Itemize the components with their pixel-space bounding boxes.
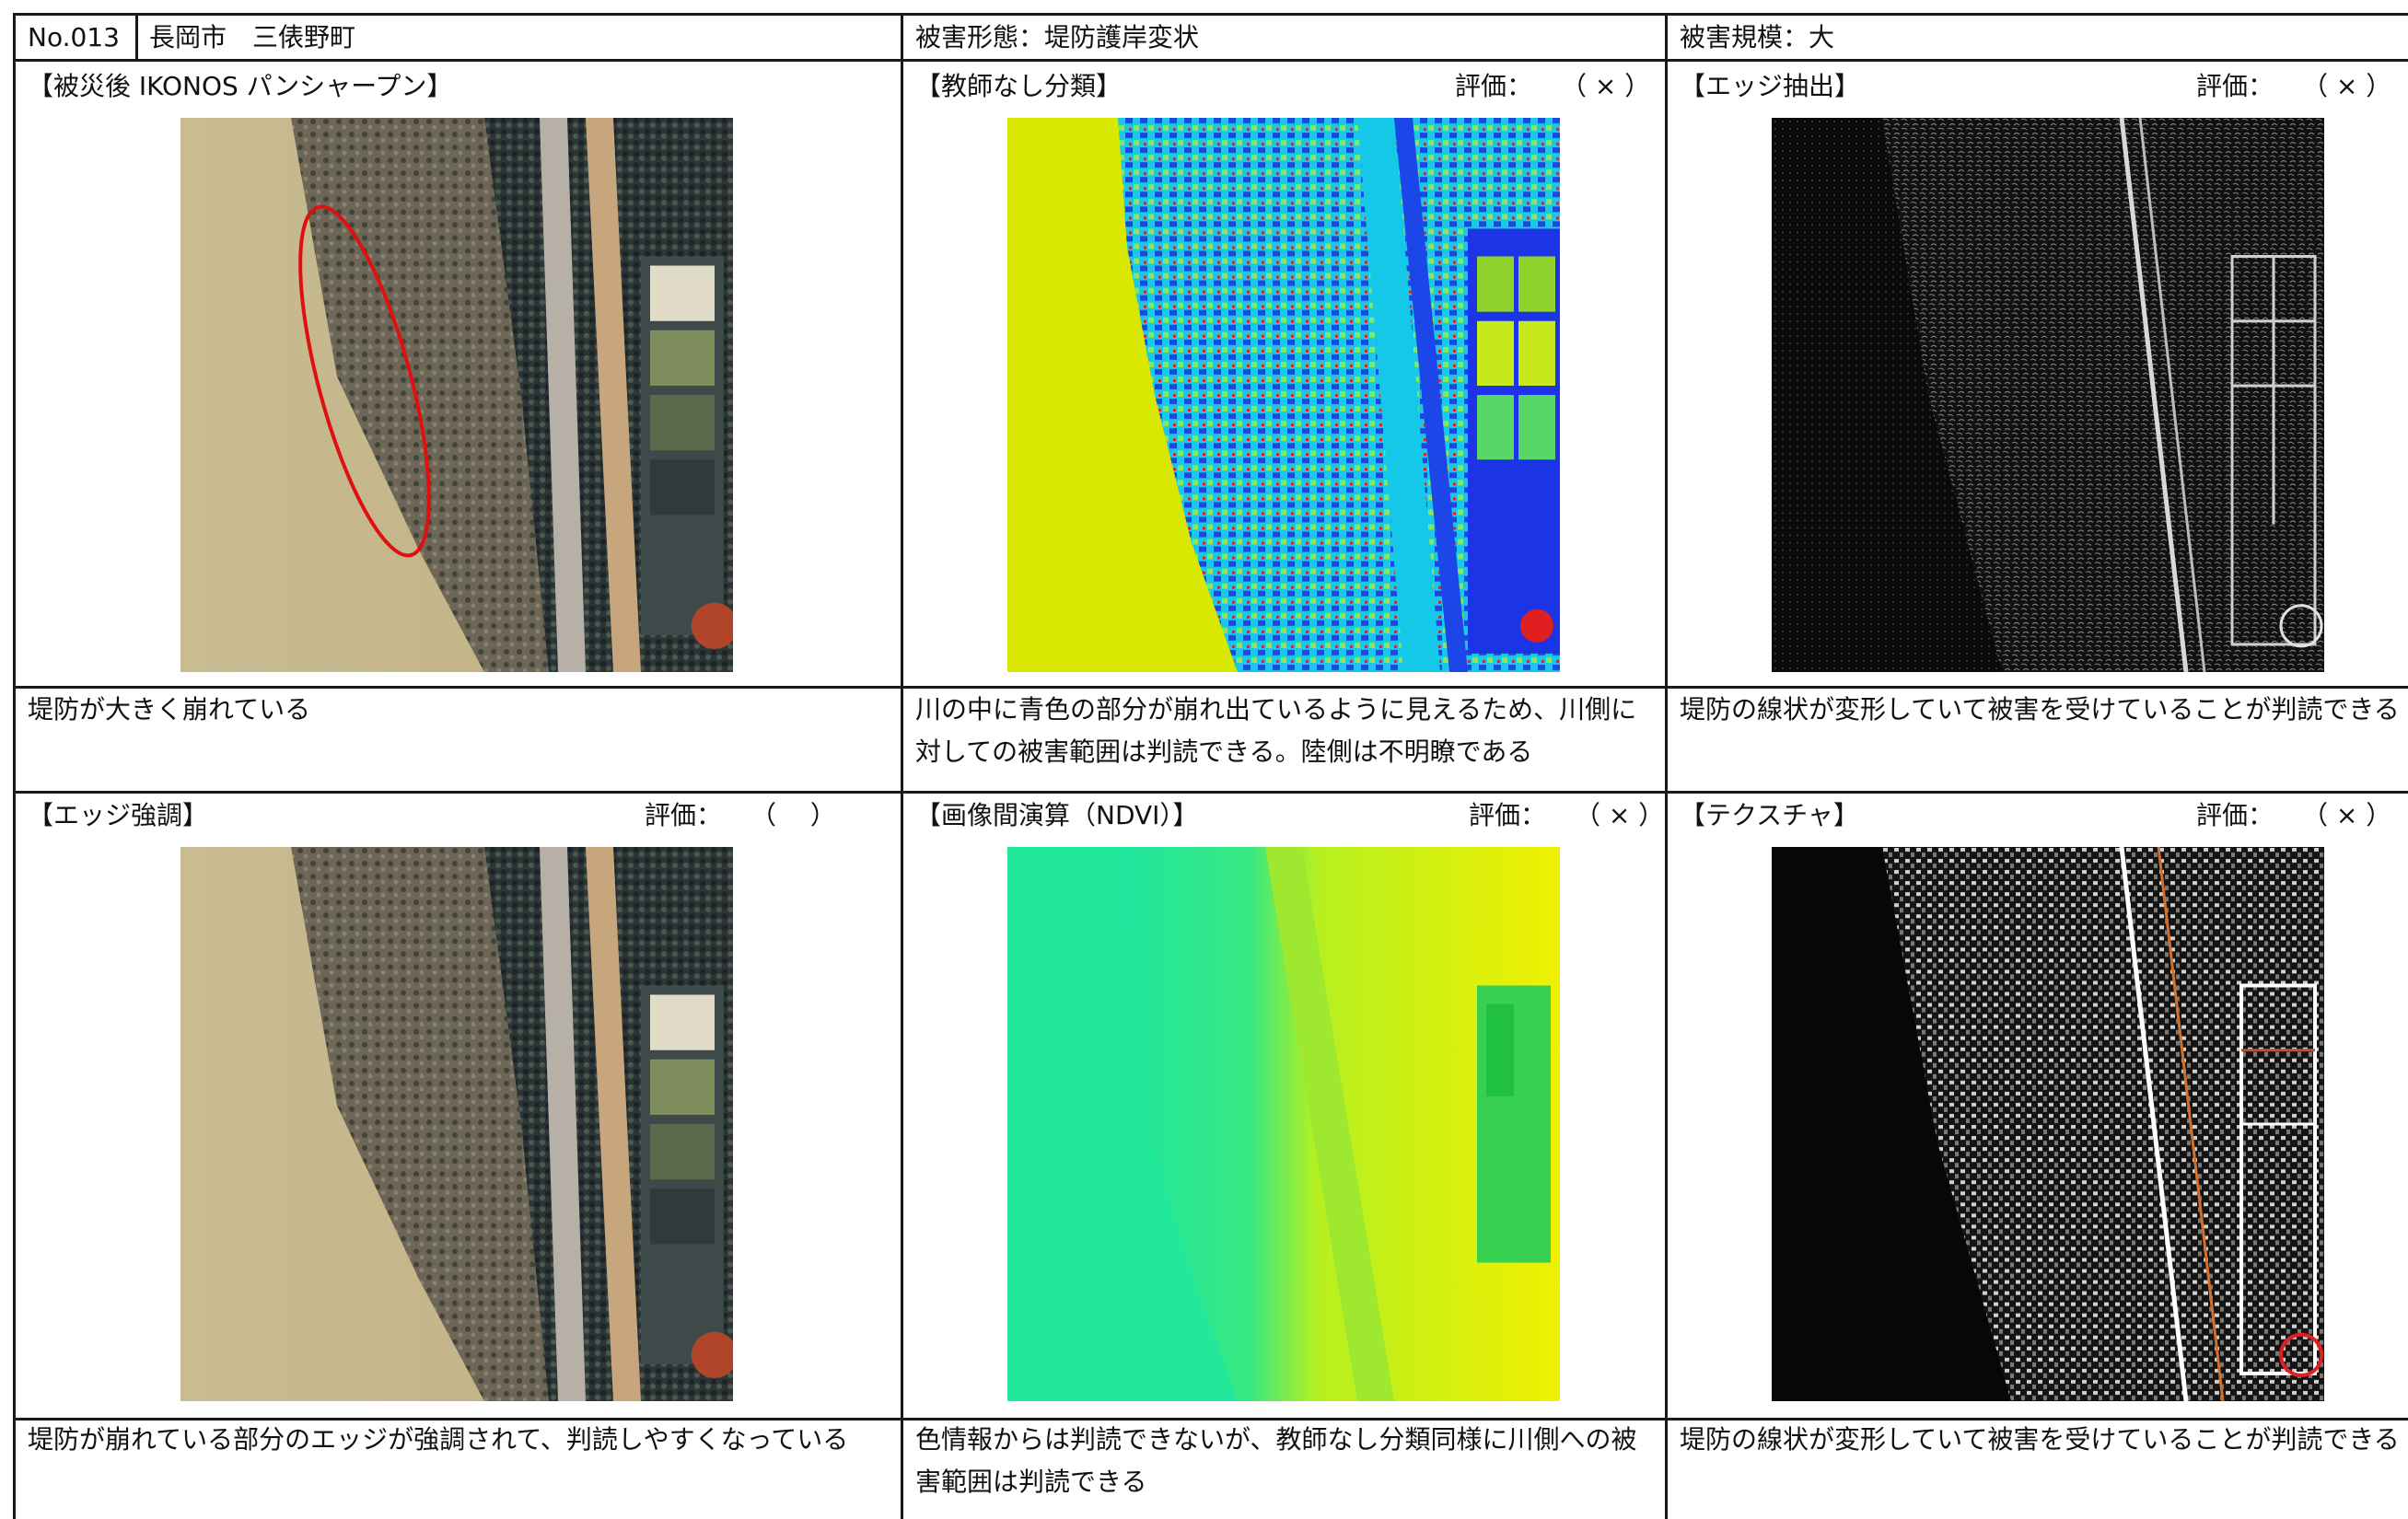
image-edge-extraction bbox=[1772, 118, 2324, 672]
record-number: No.013 bbox=[28, 22, 120, 52]
damage-scale-label: 被害規模：大 bbox=[1680, 22, 1835, 52]
eval-label-edge-extract: 評価： bbox=[2196, 71, 2274, 101]
caption-ndvi: 色情報からは判読できないが、教師なし分類同様に川側への被害範囲は判読できる bbox=[915, 1424, 1637, 1497]
eval-value-edge-enhance: （ ） bbox=[750, 800, 836, 830]
panel-title-ndvi: 【画像間演算（NDVI）】 bbox=[915, 800, 1199, 830]
damage-type-label: 被害形態：堤防護岸変状 bbox=[915, 22, 1200, 52]
caption-unsupervised: 川の中に青色の部分が崩れ出ているように見えるため、川側に対しての被害範囲は判読で… bbox=[915, 694, 1637, 767]
eval-label-edge-enhance: 評価： bbox=[645, 800, 723, 830]
panel-title-pansharpen: 【被災後 IKONOS パンシャープン】 bbox=[28, 71, 453, 101]
panel-title-edge-extract: 【エッジ抽出】 bbox=[1680, 71, 1861, 101]
location-label: 長岡市 三俵野町 bbox=[149, 22, 356, 52]
eval-value-texture: （ × ） bbox=[2302, 800, 2392, 830]
grid-line-top bbox=[13, 13, 2408, 16]
grid-line-col2 bbox=[1665, 13, 1668, 1519]
image-ndvi bbox=[1007, 847, 1560, 1401]
caption-edge-extract: 堤防の線状が変形していて被害を受けていることが判読できる bbox=[1680, 694, 2400, 725]
grid-line-row1-image bbox=[13, 686, 2408, 689]
grid-line-col1 bbox=[901, 13, 903, 1519]
panel-title-unsupervised: 【教師なし分類】 bbox=[915, 71, 1123, 101]
caption-texture: 堤防の線状が変形していて被害を受けていることが判読できる bbox=[1680, 1424, 2400, 1455]
panel-title-edge-enhance: 【エッジ強調】 bbox=[28, 800, 209, 830]
grid-line-row2-image bbox=[13, 1418, 2408, 1420]
grid-line-row1-caption bbox=[13, 791, 2408, 794]
grid-line-header bbox=[13, 59, 2408, 62]
report-sheet bbox=[13, 13, 2408, 1519]
caption-edge-enhance: 堤防が崩れている部分のエッジが強調されて、判読しやすくなっている bbox=[28, 1424, 849, 1455]
eval-value-ndvi: （ × ） bbox=[1575, 800, 1665, 830]
eval-value-edge-extract: （ × ） bbox=[2302, 71, 2392, 101]
eval-label-texture: 評価： bbox=[2196, 800, 2274, 830]
image-edge-enhance bbox=[180, 847, 733, 1401]
grid-line-number bbox=[135, 13, 138, 59]
caption-pansharpen: 堤防が大きく崩れている bbox=[28, 694, 311, 725]
panel-title-texture: 【テクスチャ】 bbox=[1680, 800, 1859, 830]
image-texture bbox=[1772, 847, 2324, 1401]
eval-label-ndvi: 評価： bbox=[1469, 800, 1547, 830]
eval-value-unsupervised: （ × ） bbox=[1561, 71, 1651, 101]
eval-label-unsupervised: 評価： bbox=[1455, 71, 1533, 101]
grid-line-left bbox=[13, 13, 16, 1519]
image-pansharpen bbox=[180, 118, 733, 672]
image-unsupervised-classification bbox=[1007, 118, 1560, 672]
